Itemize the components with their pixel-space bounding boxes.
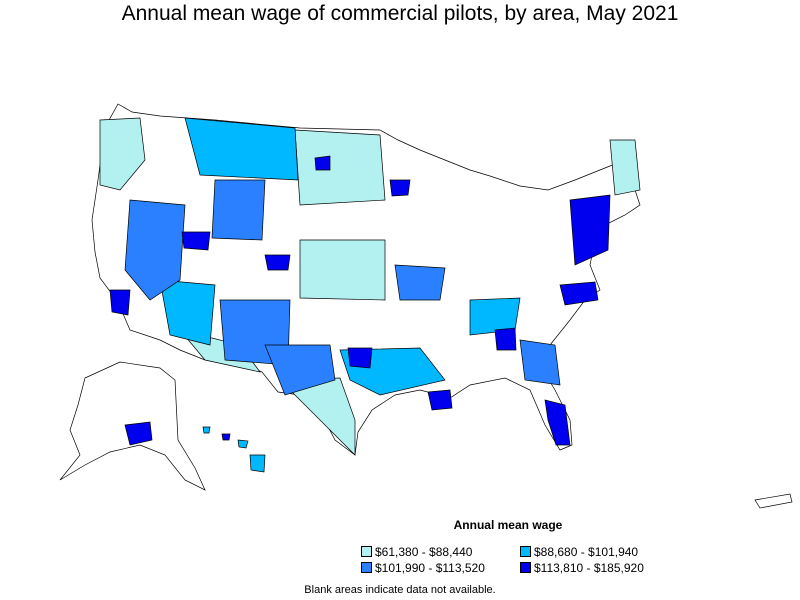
puerto-rico: [754, 493, 793, 509]
region-upper-nevada: [124, 199, 186, 301]
map-title: Annual mean wage of commercial pilots, b…: [121, 2, 679, 25]
legend-item-2: $88,680 - $101,940: [520, 545, 638, 559]
hawaii: [202, 426, 266, 473]
region-top-colorado: [264, 254, 291, 271]
legend-swatch-4: [520, 562, 531, 573]
region-top-dallas: [347, 347, 373, 369]
legend-swatch-2: [520, 546, 531, 557]
legend-item-4: $113,810 - $185,920: [520, 561, 644, 575]
region-top-dakota: [314, 155, 331, 171]
hawaii-island-2: [221, 433, 231, 441]
region-mid-arizona: [159, 279, 216, 346]
hawaii-island-3: [237, 439, 249, 449]
legend-swatch-3: [361, 562, 372, 573]
region-light-maine: [609, 139, 641, 196]
legend-label-2: $88,680 - $101,940: [534, 545, 639, 559]
hawaii-island-1: [202, 426, 211, 434]
region-upper-midwest: [394, 264, 446, 301]
region-top-utah: [181, 231, 211, 251]
legend-title: Annual mean wage: [453, 518, 563, 532]
region-upper-wyoming: [211, 179, 266, 241]
legend-swatch-1: [361, 546, 372, 557]
region-top-minnesota: [389, 179, 411, 197]
alaska-anchorage-region: [124, 421, 153, 446]
legend-label-1: $61,380 - $88,440: [375, 545, 473, 559]
region-light-texas-south: [279, 377, 356, 456]
region-upper-southeast: [519, 339, 561, 386]
region-light-dakotas: [294, 129, 386, 206]
footnote: Blank areas indicate data not available.: [304, 584, 496, 596]
region-top-northeast: [569, 194, 611, 266]
legend-label-3: $101,990 - $113,520: [375, 561, 485, 575]
region-light-northwest: [99, 117, 146, 191]
region-top-louisiana: [427, 389, 453, 411]
legend-label-4: $113,810 - $185,920: [534, 561, 644, 575]
region-top-socal: [109, 289, 131, 316]
contiguous-us: [91, 103, 641, 456]
region-light-plains: [299, 239, 386, 301]
hawaii-island-4: [249, 454, 266, 473]
region-top-carolinas: [559, 281, 599, 306]
region-upper-texas-west: [264, 344, 336, 396]
region-mid-montana: [184, 117, 299, 181]
region-top-florida: [544, 399, 571, 446]
region-top-atlanta: [494, 327, 517, 351]
legend-item-3: $101,990 - $113,520: [361, 561, 485, 575]
puerto-rico-outline: [754, 493, 793, 509]
legend-item-1: $61,380 - $88,440: [361, 545, 472, 559]
alaska: [59, 361, 206, 491]
